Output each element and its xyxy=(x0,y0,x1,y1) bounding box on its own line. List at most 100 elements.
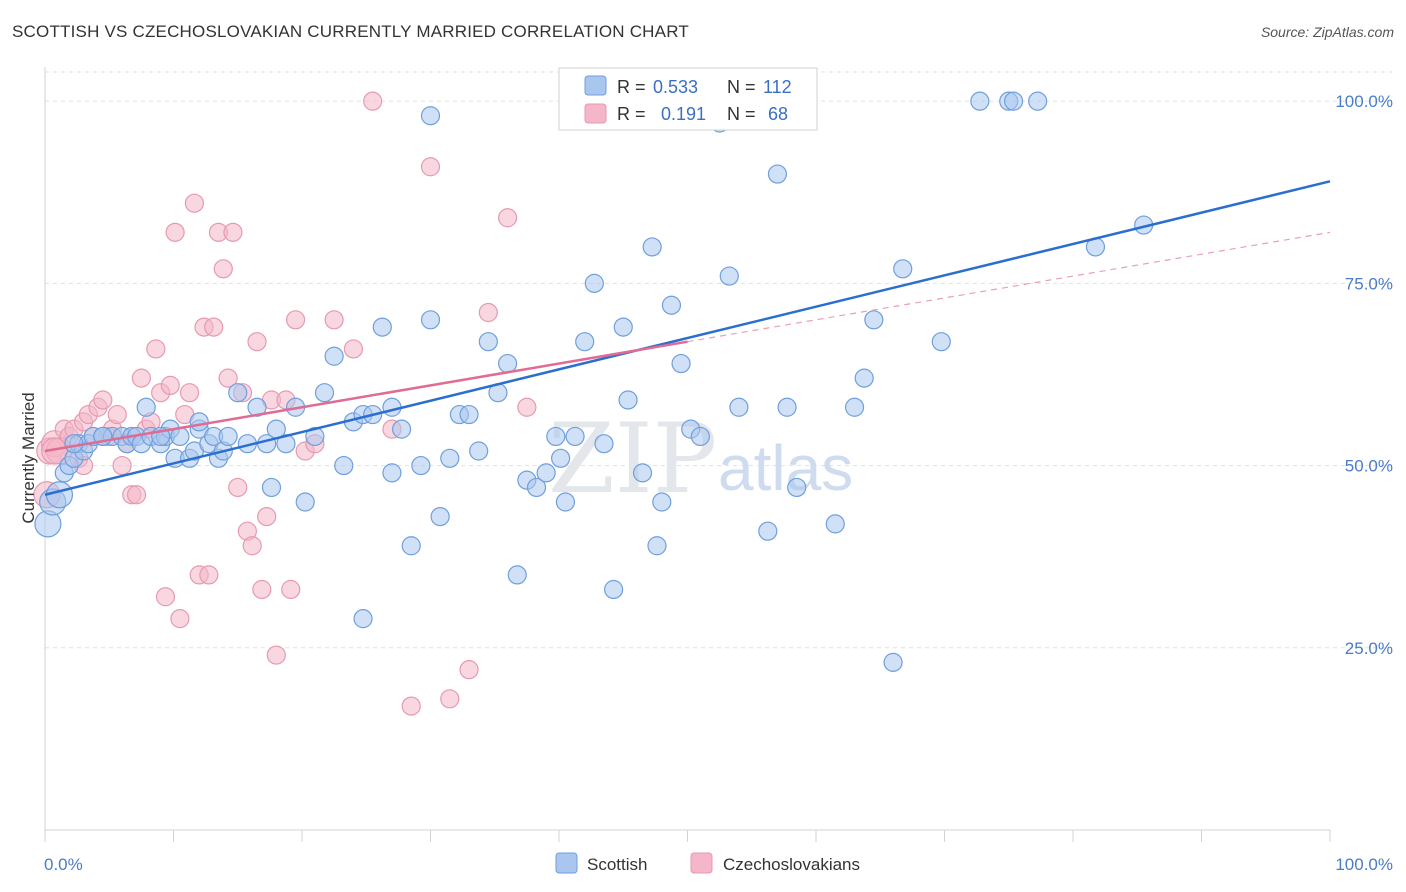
czechoslovakians-point xyxy=(247,332,267,352)
scottish-point xyxy=(411,455,431,476)
scottish-point xyxy=(440,448,460,468)
legend-swatch-czech xyxy=(584,103,607,124)
trend-lines xyxy=(44,180,1331,496)
czechoslovakians-point xyxy=(401,696,421,716)
scottish-point xyxy=(729,397,749,417)
scottish-point xyxy=(970,91,990,111)
scottish-point xyxy=(671,353,691,374)
scottish-point xyxy=(690,426,710,447)
scottish-point xyxy=(261,477,282,498)
y-tick-label: 25.0% xyxy=(1345,639,1393,658)
scottish-point xyxy=(546,426,566,447)
scottish-point xyxy=(652,492,672,512)
czechoslovakians-point xyxy=(93,390,113,410)
legend: R = 0.533 N = 112 R = 0.191 N = 68 xyxy=(558,67,818,131)
czechoslovakians-point xyxy=(155,587,176,607)
scottish-point xyxy=(334,455,354,476)
scottish-point xyxy=(324,346,344,366)
scottish-point xyxy=(1028,91,1048,111)
bottom-legend-swatch-czech xyxy=(690,852,713,874)
bottom-legend-label-scottish: Scottish xyxy=(587,855,647,874)
czechoslovakians-point xyxy=(213,259,233,279)
czechoslovakians-point xyxy=(126,485,147,505)
scottish-point xyxy=(604,579,624,600)
scottish-point xyxy=(45,481,74,509)
czechoslovakians-point xyxy=(517,397,537,417)
y-axis-label: Currently Married xyxy=(19,392,38,523)
scottish-trend-line xyxy=(44,180,1331,496)
legend-r-value-scottish: 0.533 xyxy=(653,77,698,97)
scottish-point xyxy=(758,521,778,541)
scottish-point xyxy=(864,310,884,330)
scottish-point xyxy=(555,492,576,512)
czechoslovakians-point xyxy=(146,339,166,359)
czechoslovakians-point xyxy=(199,565,219,585)
czechoslovakians-point xyxy=(41,437,69,465)
czechoslovakians-point xyxy=(363,91,383,111)
scottish-point xyxy=(642,237,662,257)
czechoslovakians-point xyxy=(218,368,238,388)
czechoslovakians-point xyxy=(281,579,301,600)
legend-n-value-scottish: 112 xyxy=(763,77,792,97)
scottish-point xyxy=(565,426,585,447)
scottish-point xyxy=(719,266,739,286)
scottish-point xyxy=(391,419,412,439)
czechoslovakians-point xyxy=(478,302,498,323)
scottish-point xyxy=(647,536,667,556)
scottish-point xyxy=(931,332,951,352)
czechoslovakians-point xyxy=(498,208,518,228)
scottish-point xyxy=(594,434,614,454)
scottish-point xyxy=(767,164,788,184)
czechoslovakians-point xyxy=(420,157,441,177)
scottish-point xyxy=(618,390,638,410)
scottish-point xyxy=(854,368,874,388)
watermark: ZIP atlas xyxy=(548,403,853,515)
czechoslovakians-point xyxy=(107,404,127,425)
czechoslovakians-point xyxy=(324,310,344,330)
czechoslovakians-points xyxy=(33,91,537,716)
scottish-point xyxy=(382,397,402,417)
scottish-point xyxy=(584,273,604,293)
scottish-points xyxy=(34,91,1154,672)
czechoslovakians-point xyxy=(343,339,363,359)
czechoslovakians-point xyxy=(440,689,460,709)
scottish-point xyxy=(305,426,325,447)
scottish-point xyxy=(498,353,518,374)
y-tick-labels: 25.0% 50.0% 75.0% 100.0% xyxy=(1335,92,1393,658)
grid-lines xyxy=(45,71,1392,649)
scottish-point xyxy=(883,652,903,672)
x-tick-labels: 0.0% 100.0% xyxy=(44,855,1393,874)
czechoslovakians-point xyxy=(160,375,180,396)
czechoslovakians-point xyxy=(131,368,151,388)
legend-r-label-czech: R = xyxy=(617,104,646,124)
source-label: Source: ZipAtlas.com xyxy=(1260,24,1394,40)
scottish-point xyxy=(430,506,450,527)
bottom-legend-swatch-scottish xyxy=(555,852,578,874)
scottish-point xyxy=(295,492,315,512)
scottish-point xyxy=(382,463,402,483)
scottish-point xyxy=(787,477,807,498)
scottish-point xyxy=(353,609,373,629)
czechoslovakians-point xyxy=(204,317,224,337)
scottish-point xyxy=(136,397,156,417)
czechoslovakians-point xyxy=(228,477,248,498)
czechoslovakians-point xyxy=(285,310,306,330)
watermark-atlas: atlas xyxy=(718,432,853,504)
legend-r-value-czech: 0.191 xyxy=(661,104,706,124)
scottish-point xyxy=(469,441,489,461)
scottish-point xyxy=(189,412,209,432)
scottish-point xyxy=(372,317,392,337)
scottish-point xyxy=(1003,91,1024,111)
scottish-point xyxy=(478,332,498,352)
chart-title: SCOTTISH VS CZECHOSLOVAKIAN CURRENTLY MA… xyxy=(12,22,689,41)
czechoslovakians-point xyxy=(223,222,243,242)
czechoslovakians-point xyxy=(179,383,200,403)
czechoslovakians-point xyxy=(184,193,204,213)
czechoslovakians-point xyxy=(257,506,277,527)
czechoslovakians-trend-line xyxy=(44,340,688,453)
czechoslovakians-point xyxy=(165,222,185,242)
scottish-point xyxy=(844,397,865,417)
scottish-point xyxy=(613,317,633,337)
legend-r-label-scottish: R = xyxy=(617,77,646,97)
